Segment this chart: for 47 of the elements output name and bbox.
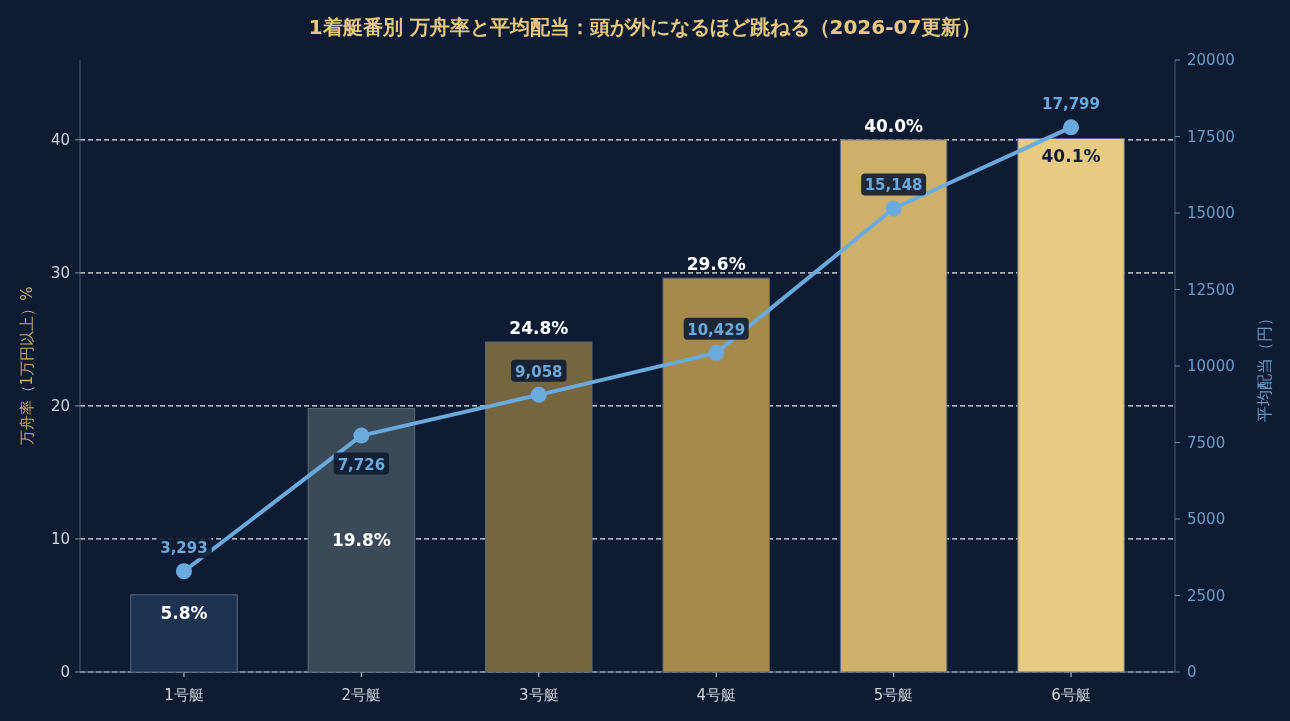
bar <box>485 341 593 673</box>
x-tick-label: 6号艇 <box>1051 686 1091 704</box>
y2-tick-label: 12500 <box>1187 280 1235 299</box>
data-label: 15,148 <box>864 176 923 195</box>
data-label: 10,429 <box>687 320 746 339</box>
point <box>530 386 547 403</box>
data-label: 3,293 <box>160 539 208 558</box>
x-tick-label: 5号艇 <box>873 686 914 704</box>
y-tick-label: 40 <box>50 130 70 149</box>
y2-tick-label: 15000 <box>1187 204 1235 222</box>
y-tick-label: 0 <box>60 663 70 681</box>
y-tick-label: 20 <box>50 396 70 415</box>
data-label: 19.8% <box>331 530 391 551</box>
y2-tick-label: 5000 <box>1187 510 1226 528</box>
y2-tick-label: 2500 <box>1187 586 1226 605</box>
y-tick-label: 10 <box>50 529 70 548</box>
y2-axis-title: 平均配当（円） <box>1255 310 1274 422</box>
data-label: 5.8% <box>160 602 208 623</box>
point <box>885 200 902 217</box>
x-tick-label: 3号艇 <box>519 686 559 704</box>
data-label: 24.8% <box>509 318 569 339</box>
data-label: 9,058 <box>515 362 563 381</box>
data-label: 40.1% <box>1041 146 1101 167</box>
bar <box>307 408 416 673</box>
y2-tick-label: 20000 <box>1187 51 1235 69</box>
bar <box>1017 138 1125 673</box>
chart-title: 1着艇番別 万舟率と平均配当：頭が外になるほど跳ねる（2026-07更新） <box>308 15 982 39</box>
y2-tick-label: 7500 <box>1187 433 1226 452</box>
x-tick-label: 2号艇 <box>341 686 382 704</box>
data-label: 40.0% <box>864 115 924 136</box>
y2-tick-label: 10000 <box>1187 357 1235 375</box>
bar <box>130 594 238 673</box>
point <box>1063 119 1080 136</box>
data-label: 17,799 <box>1042 95 1100 114</box>
y2-tick-label: 0 <box>1187 663 1197 681</box>
point <box>353 427 370 444</box>
y2-tick-label: 17500 <box>1187 127 1235 146</box>
y-tick-label: 30 <box>50 263 70 282</box>
point <box>708 344 725 361</box>
x-tick-label: 4号艇 <box>696 686 736 704</box>
data-label: 29.6% <box>686 254 746 275</box>
point <box>175 563 192 580</box>
x-tick-label: 1号艇 <box>164 686 204 704</box>
y-axis-title: 万舟率（1万円以上）% <box>18 286 36 446</box>
bar <box>662 277 770 673</box>
bar <box>839 139 948 673</box>
data-label: 7,726 <box>337 455 386 474</box>
